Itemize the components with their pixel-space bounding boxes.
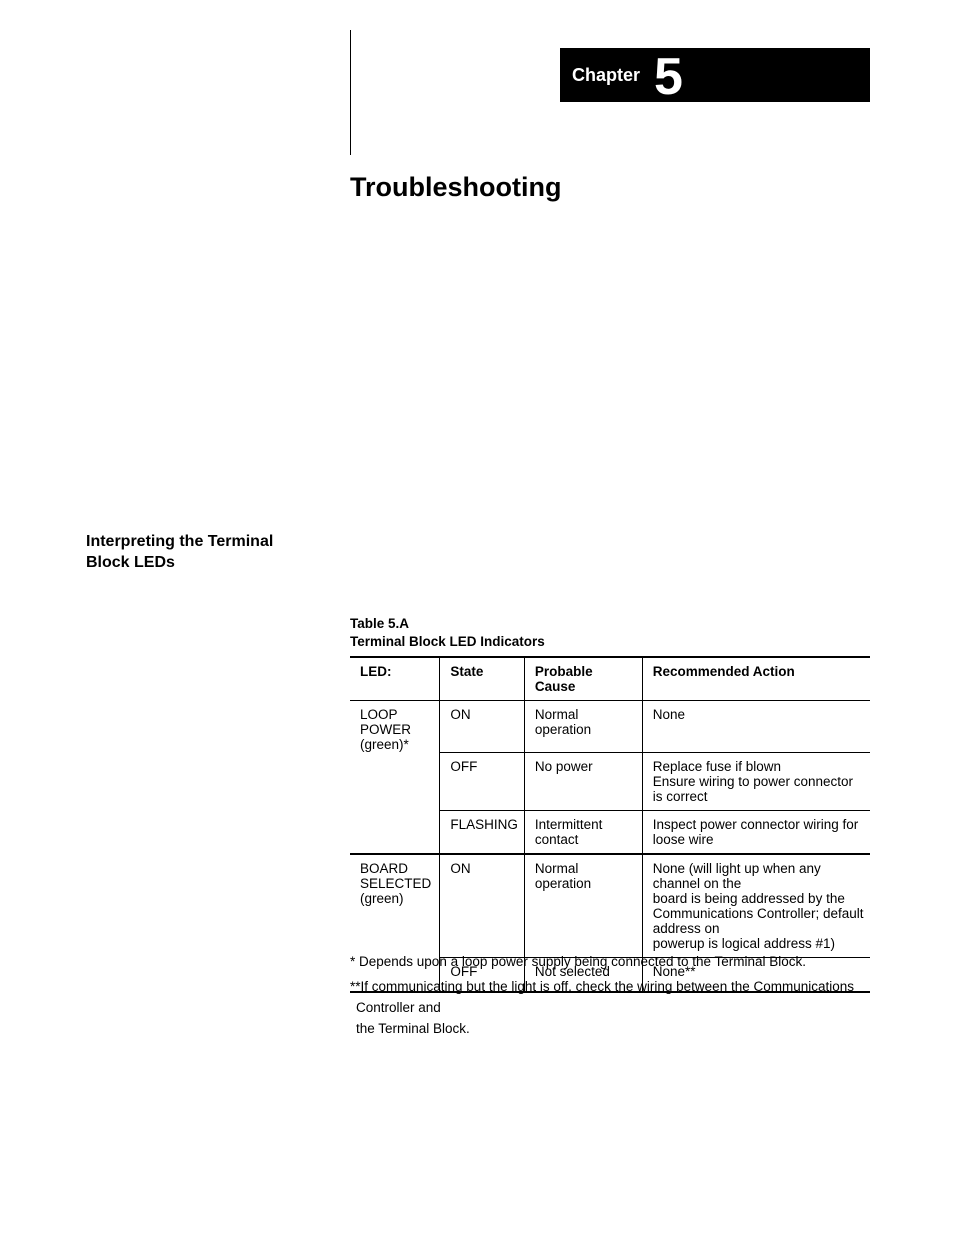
col-led-header: LED:	[350, 657, 440, 701]
cell-state: ON	[440, 701, 525, 753]
col-action-header: Recommended Action	[642, 657, 870, 701]
table-caption-line2: Terminal Block LED Indicators	[350, 634, 545, 649]
col-state-header: State	[440, 657, 525, 701]
cell-state: FLASHING	[440, 811, 525, 855]
footnote-1: * Depends upon a loop power supply being…	[350, 952, 870, 973]
cell-state: ON	[440, 854, 525, 958]
section-title: Interpreting the Terminal Block LEDs	[86, 532, 321, 574]
cell-cause: No power	[524, 753, 642, 811]
cell-cause: Normal operation	[524, 854, 642, 958]
chapter-banner: Chapter 5	[560, 48, 870, 102]
cell-cause: Normal operation	[524, 701, 642, 753]
chapter-number: 5	[654, 51, 683, 103]
table-footnotes: * Depends upon a loop power supply being…	[350, 952, 870, 1044]
table-row: LOOP POWER (green)* ON Normal operation …	[350, 701, 870, 753]
cell-action: Replace fuse if blown Ensure wiring to p…	[642, 753, 870, 811]
table-caption: Table 5.A Terminal Block LED Indicators	[350, 615, 545, 651]
table-header-row: LED: State Probable Cause Recommended Ac…	[350, 657, 870, 701]
cell-state: OFF	[440, 753, 525, 811]
cell-action: Inspect power connector wiring for loose…	[642, 811, 870, 855]
cell-cause: Intermittent contact	[524, 811, 642, 855]
led-indicators-table: LED: State Probable Cause Recommended Ac…	[350, 656, 870, 993]
vertical-rule	[350, 30, 351, 155]
cell-action: None (will light up when any channel on …	[642, 854, 870, 958]
footnote-2: **If communicating but the light is off,…	[350, 977, 870, 1040]
cell-led: LOOP POWER (green)*	[350, 701, 440, 855]
col-cause-header: Probable Cause	[524, 657, 642, 701]
table-row: BOARD SELECTED (green) ON Normal operati…	[350, 854, 870, 958]
document-page: Chapter 5 Troubleshooting Interpreting t…	[0, 0, 954, 1235]
table-caption-line1: Table 5.A	[350, 616, 409, 631]
cell-action: None	[642, 701, 870, 753]
page-title: Troubleshooting	[350, 172, 561, 203]
chapter-label: Chapter	[572, 65, 640, 86]
